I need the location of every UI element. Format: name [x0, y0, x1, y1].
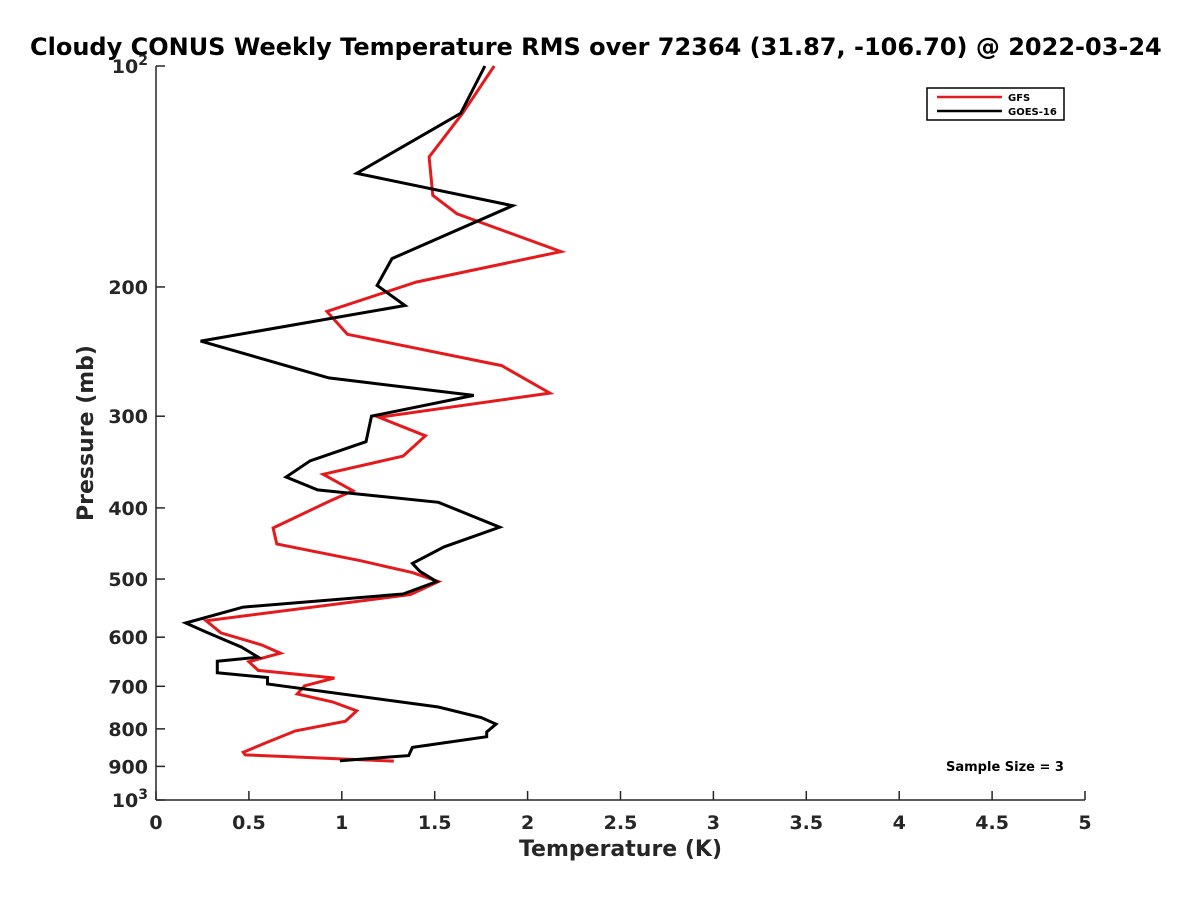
y-tick-label: 102 [112, 53, 148, 78]
x-tick-label: 3 [707, 812, 720, 834]
legend-label-goes16: GOES-16 [1008, 107, 1057, 118]
plot-area: 0 0.5 1 1.5 2 2.5 3 3.5 4 4.5 5 102 200 300 400 500 600 7… [108, 53, 1091, 834]
x-tick-label: 1 [335, 812, 348, 834]
y-tick-label: 500 [108, 569, 148, 591]
x-tick-label: 1.5 [418, 812, 452, 834]
y-tick-label: 300 [108, 406, 148, 428]
x-tick-label: 2 [521, 812, 534, 834]
legend-label-gfs: GFS [1008, 93, 1030, 104]
series-line-gfs [202, 65, 567, 763]
x-tick-label: 3.5 [789, 812, 823, 834]
chart-title: Cloudy CONUS Weekly Temperature RMS over… [30, 33, 1162, 61]
x-tick-label: 4 [893, 812, 906, 834]
x-tick-label: 5 [1078, 812, 1091, 834]
x-tick-label: 4.5 [975, 812, 1009, 834]
y-tick-label: 700 [108, 676, 148, 698]
sample-size-annotation: Sample Size = 3 [946, 760, 1064, 775]
y-tick-label: 600 [108, 627, 148, 649]
y-tick-label: 800 [108, 719, 148, 741]
x-tick-label: 0.5 [232, 812, 266, 834]
x-tick-label: 2.5 [604, 812, 638, 834]
y-tick-label: 200 [108, 277, 148, 299]
x-tick-label: 0 [149, 812, 162, 834]
x-axis-label: Temperature (K) [519, 837, 722, 862]
y-tick-label: 900 [108, 756, 148, 778]
legend-box [926, 87, 1065, 121]
y-tick-label: 400 [108, 498, 148, 520]
series-line-goes16 [181, 65, 518, 763]
y-tick-label: 103 [112, 787, 148, 812]
y-axis-label: Pressure (mb) [74, 345, 99, 521]
legend: GFS GOES-16 [926, 87, 1065, 121]
